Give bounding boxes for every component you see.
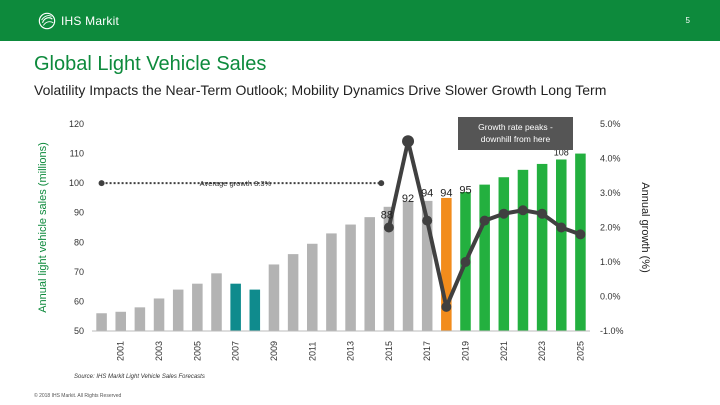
bar-data-label: 92 [402,193,414,205]
growth-point [441,301,452,312]
bar-2011 [307,243,318,331]
logo-text: IHS Markit [61,14,120,28]
bar-data-label: 95 [459,184,471,196]
x-tick-label: 2011 [307,342,317,361]
bar-2014 [364,217,375,331]
page-number: 5 [685,16,690,25]
growth-point [402,135,415,148]
callout-text-line: downhill from here [481,134,551,144]
growth-point [422,215,433,226]
growth-point [575,229,586,240]
growth-point [479,215,490,226]
x-tick-label: 2017 [422,341,432,361]
bar-2001 [115,311,126,331]
callout-text-line: Growth rate peaks - [478,122,553,132]
bar-data-label: 88 [381,210,393,222]
y-left-tick-label: 80 [74,237,84,247]
bar-2012 [326,233,337,331]
y-left-tick-label: 50 [74,326,84,336]
bar-2007 [230,283,241,331]
bar-2006 [211,273,222,331]
growth-point [556,222,567,233]
y-left-tick-label: 110 [70,149,84,159]
bar-2008 [249,289,261,331]
growth-point [383,222,394,233]
bar-2005 [192,283,203,331]
bar-data-label: 94 [440,187,452,199]
growth-point [460,257,471,267]
bar-data-label: 108 [554,147,569,157]
y-left-tick-label: 60 [74,296,84,306]
bar-2003 [153,298,165,331]
x-tick-label: 2021 [499,341,509,361]
x-tick-label: 2009 [269,341,279,361]
bar-2015 [383,206,395,331]
y-left-tick-label: 90 [74,208,84,218]
x-tick-label: 2013 [346,341,356,361]
x-tick-label: 2015 [384,341,394,361]
y-right-tick-label: 2.0% [600,223,621,233]
bar-2025 [575,153,586,331]
x-tick-label: 2003 [154,341,164,361]
copyright-note: © 2018 IHS Markit. All Rights Reserved [34,393,122,399]
bar-2023 [536,163,548,331]
x-tick-label: 2025 [575,341,585,361]
bar-2004 [172,289,184,331]
bar-2021 [498,177,510,331]
y-right-tick-label: -1.0% [600,326,624,336]
growth-point [537,208,548,219]
slide-title: Global Light Vehicle Sales [34,53,267,75]
average-line-end-marker [378,180,385,187]
bar-2024 [556,159,567,331]
y-left-tick-label: 100 [69,178,84,188]
y-right-tick-label: 3.0% [600,188,621,198]
bar-2017 [421,200,433,331]
y-right-tick-label: 5.0% [600,119,621,129]
bar-2022 [517,169,529,331]
average-line-start-marker [98,180,105,187]
x-tick-label: 2007 [231,341,241,361]
bar-2013 [345,224,356,331]
x-tick-label: 2005 [192,341,202,361]
source-note: Source: IHS Markit Light Vehicle Sales F… [74,374,205,380]
bar-data-label: 94 [421,187,433,199]
x-tick-label: 2023 [537,341,547,361]
bar-2010 [287,254,299,331]
globe-logo-icon [38,12,56,30]
bar-2009 [268,264,280,331]
y-right-tick-label: 0.0% [600,292,621,302]
header-bar: IHS Markit 5 [0,0,720,41]
y-left-axis-title: Annual light vehicle sales (millions) [37,142,49,313]
ihs-markit-logo: IHS Markit [38,12,119,30]
bar-2020 [479,184,490,331]
x-tick-label: 2019 [461,341,471,361]
y-left-tick-label: 70 [74,267,84,277]
slide-subtitle: Volatility Impacts the Near-Term Outlook… [34,82,607,98]
bar-2018 [441,197,452,331]
callout-box [458,117,573,150]
bar-2000 [96,313,107,331]
bar-2002 [134,307,146,331]
y-right-tick-label: 4.0% [600,154,621,164]
bar-2016 [402,200,414,331]
x-tick-label: 2001 [116,341,126,361]
y-right-tick-label: 1.0% [600,257,621,267]
average-growth-label: Average growth 3.3% [200,179,272,188]
y-right-axis-title: Annual growth (%) [639,182,651,273]
growth-point [517,205,528,216]
y-left-tick-label: 120 [69,119,84,129]
growth-point [498,208,509,219]
